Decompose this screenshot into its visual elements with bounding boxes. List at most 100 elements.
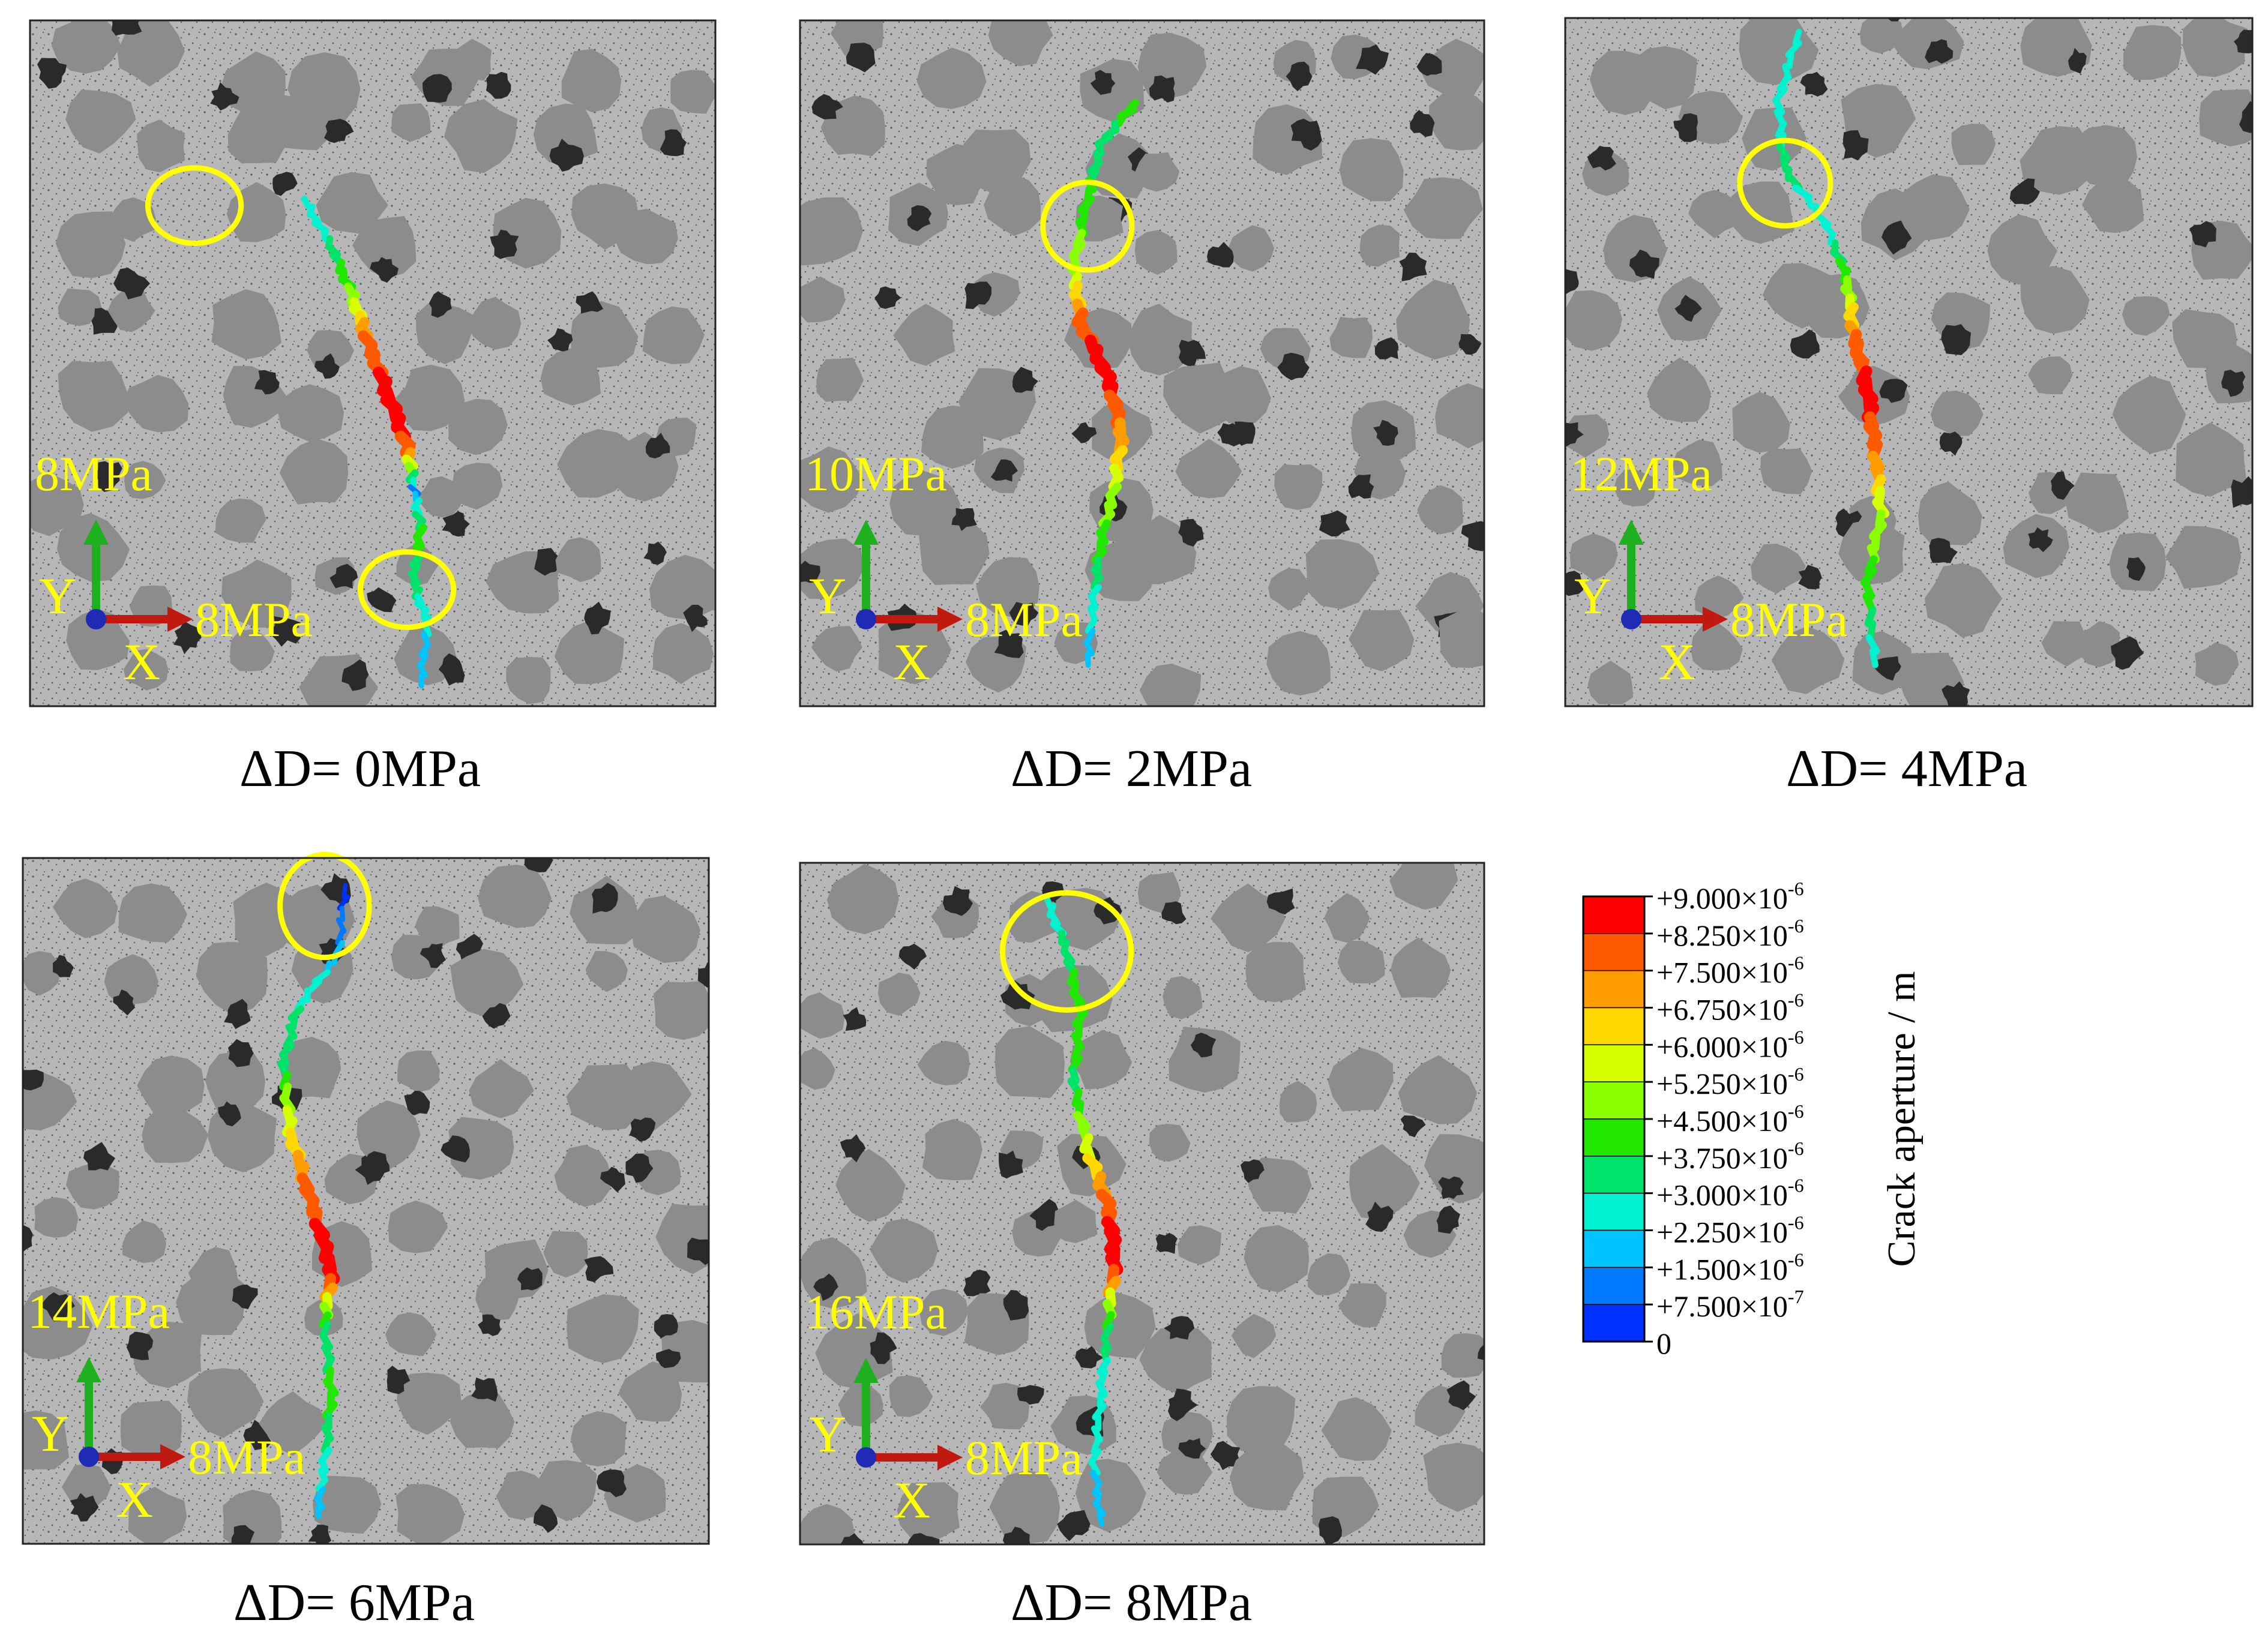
- colorbar-tick-label: +4.500×10-6: [1656, 1100, 1804, 1138]
- aggregate-light: [613, 1061, 692, 1133]
- aggregate-dark: [438, 653, 465, 686]
- aggregate-dark: [271, 616, 301, 647]
- highlight-circle: [357, 549, 457, 631]
- crack-segment: [335, 928, 345, 946]
- aggregate-light: [385, 1312, 437, 1357]
- aggregate-light: [196, 941, 268, 1016]
- crack-segment: [1115, 112, 1127, 127]
- colorbar-tick-label: +6.000×10-6: [1656, 1026, 1804, 1063]
- aggregate-dark: [813, 1273, 838, 1301]
- aggregate-light: [1157, 1447, 1213, 1495]
- aggregate-dark: [1178, 518, 1204, 547]
- aggregate-light: [61, 1463, 111, 1510]
- colorbar-tick-label: +2.250×10-6: [1656, 1212, 1804, 1249]
- aggregate-light: [554, 620, 625, 685]
- aggregate-dark: [964, 281, 991, 309]
- aggregate-light: [176, 1266, 245, 1336]
- colorbar-tick-label: +1.500×10-6: [1656, 1249, 1804, 1286]
- aggregate-light: [1266, 631, 1331, 696]
- aggregate-light: [1139, 1327, 1212, 1395]
- aggregate-light: [478, 865, 552, 928]
- aggregate-light: [277, 384, 344, 442]
- aggregate-light: [448, 38, 492, 81]
- crack-segment: [1786, 51, 1794, 70]
- aggregate-dark: [429, 291, 452, 318]
- aggregate-light: [469, 296, 522, 350]
- crack-segment: [1084, 628, 1096, 646]
- aggregate-light: [976, 557, 1039, 617]
- vertical-load-label: 16MPa: [805, 1285, 947, 1339]
- aggregate-light: [1339, 138, 1404, 202]
- aggregate-light: [1245, 941, 1306, 1003]
- aggregate-dark: [308, 1525, 332, 1544]
- aggregate-light: [1169, 1027, 1241, 1093]
- aggregate-light: [211, 289, 281, 360]
- crack-segment: [1861, 578, 1875, 600]
- aggregate-light: [117, 20, 185, 87]
- aggregate-light: [2165, 526, 2242, 589]
- aggregate-light: [23, 1410, 69, 1470]
- crack-segment: [1096, 1391, 1104, 1409]
- aggregate-light: [23, 951, 61, 996]
- aggregate-light: [800, 992, 845, 1039]
- aggregate-light: [631, 895, 700, 964]
- aggregate-light: [128, 1487, 187, 1544]
- crack-segment: [418, 641, 432, 658]
- aggregate-light: [811, 626, 862, 672]
- aggregate-light: [450, 949, 524, 1017]
- crack-segment: [1864, 606, 1877, 628]
- aggregate-dark: [994, 629, 1024, 658]
- aggregate-dark: [1673, 113, 1698, 142]
- aggregate-light: [1212, 366, 1271, 428]
- aggregate-light: [23, 1286, 93, 1360]
- aggregate-dark: [840, 1533, 864, 1544]
- colorbar-tick-exponent: -6: [1788, 989, 1804, 1011]
- aggregate-dark: [1168, 1388, 1198, 1421]
- aggregate-dark: [387, 1366, 411, 1394]
- aggregate-dark: [1155, 1232, 1178, 1254]
- crack-path: [1772, 28, 1890, 668]
- axis-origin: [1621, 609, 1641, 629]
- aggregate-dark: [422, 74, 452, 103]
- crack-segment: [1871, 532, 1880, 553]
- aggregate-light: [878, 972, 921, 1016]
- aggregate-dark: [656, 1349, 681, 1369]
- aggregate-light: [1139, 664, 1202, 706]
- aggregate-dark: [963, 1270, 991, 1297]
- aggregate-light: [653, 981, 709, 1040]
- aggregate-light: [388, 1200, 448, 1253]
- crack-segment: [322, 1355, 335, 1374]
- aggregate-light: [1231, 1313, 1277, 1358]
- aggregate-dark: [596, 1469, 627, 1498]
- aggregate-dark: [517, 1267, 543, 1291]
- aggregate-light: [1398, 1055, 1477, 1124]
- aggregate-dark: [874, 286, 901, 309]
- crack-segment: [1090, 574, 1102, 591]
- highlight-circle: [145, 165, 244, 246]
- aggregate-light: [1328, 1048, 1394, 1112]
- aggregate-light: [1128, 304, 1193, 376]
- y-axis-label: Y: [32, 1405, 69, 1462]
- aggregate-light: [1163, 976, 1203, 1019]
- crack-segment: [1096, 1357, 1111, 1375]
- aggregate-light: [1211, 883, 1286, 952]
- aggregate-dark: [654, 1314, 678, 1339]
- aggregate-light: [1349, 610, 1415, 671]
- aggregate-light: [1647, 357, 1711, 422]
- aggregate-light: [2123, 25, 2182, 80]
- aggregate-dark: [1374, 337, 1399, 359]
- crack-segment: [319, 1311, 332, 1328]
- vertical-load-label: 10MPa: [805, 446, 947, 501]
- aggregate-light: [989, 1470, 1060, 1544]
- aggregate-light: [916, 47, 987, 109]
- horizontal-load-label: 8MPa: [965, 592, 1083, 647]
- aggregate-light: [800, 1048, 835, 1090]
- aggregate-layer: [800, 20, 1484, 706]
- aggregate-light: [870, 1218, 939, 1283]
- aggregate-dark: [1873, 656, 1901, 681]
- aggregate-light: [652, 623, 714, 685]
- aggregate-light: [889, 1375, 933, 1417]
- aggregate-dark: [2028, 527, 2053, 553]
- crack-segment: [1060, 947, 1075, 965]
- colorbar-tick-exponent: -6: [1788, 1026, 1804, 1048]
